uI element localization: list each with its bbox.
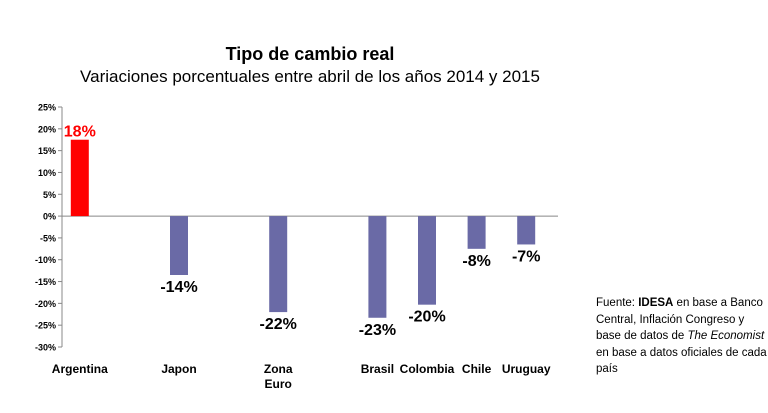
chart-title: Tipo de cambio real: [225, 44, 395, 64]
data-label-7: -7%: [512, 248, 540, 265]
y-tick-label: 10%: [38, 168, 56, 178]
y-tick-label: -5%: [40, 233, 56, 243]
bar-6: [467, 216, 486, 249]
data-label-3: -22%: [260, 316, 297, 333]
y-tick-label: 5%: [43, 190, 56, 200]
data-label-5: -20%: [408, 309, 445, 326]
bar-2: [170, 216, 188, 275]
category-label-line: Japon: [161, 362, 196, 376]
category-label-6: Chile: [462, 362, 492, 376]
source-publication: The Economist: [687, 330, 765, 342]
bar-3: [269, 216, 288, 313]
y-tick-label: -30%: [35, 343, 56, 353]
y-tick-label: -10%: [35, 255, 56, 265]
bar-5: [418, 216, 436, 305]
source-org: IDESA: [638, 297, 674, 309]
data-label-1: 18%: [64, 124, 96, 141]
data-label-4: -23%: [359, 322, 396, 339]
chart-subtitle: Variaciones porcentuales entre abril de …: [80, 67, 540, 86]
source-note: Fuente: IDESA en base a Banco Central, I…: [596, 295, 768, 378]
source-prefix: Fuente:: [596, 297, 639, 309]
category-label-2: Japon: [161, 362, 196, 376]
y-tick-label: -20%: [35, 299, 56, 309]
bar-4: [368, 216, 387, 318]
category-label-line: Argentina: [52, 362, 108, 376]
category-label-1: Argentina: [52, 362, 108, 376]
category-label-line: Uruguay: [502, 362, 551, 376]
source-text-1: en base a Banco Central, Inflación Congr…: [596, 297, 763, 342]
source-text-2: en base a datos oficiales de cada país: [596, 346, 767, 376]
category-label-line: Chile: [462, 362, 492, 376]
y-tick-label: -15%: [35, 277, 56, 287]
bar-7: [517, 216, 536, 245]
y-tick-label: 25%: [38, 103, 56, 113]
category-label-line: Colombia: [400, 362, 455, 376]
y-tick-label: -25%: [35, 321, 56, 331]
data-label-2: -14%: [160, 279, 197, 296]
category-label-line: Brasil: [361, 362, 394, 376]
y-tick-label: 15%: [38, 146, 56, 156]
category-label-7: Uruguay: [502, 362, 551, 376]
category-label-3: Zona Euro: [264, 362, 293, 391]
y-tick-label: 20%: [38, 124, 56, 134]
category-label-4: Brasil: [361, 362, 394, 376]
y-tick-label: 0%: [43, 212, 56, 222]
bar-1: [70, 139, 89, 217]
category-label-5: Colombia: [400, 362, 455, 376]
category-label-line: Zona: [264, 362, 293, 376]
category-label-line: Euro: [265, 377, 292, 391]
data-label-6: -8%: [462, 253, 490, 270]
